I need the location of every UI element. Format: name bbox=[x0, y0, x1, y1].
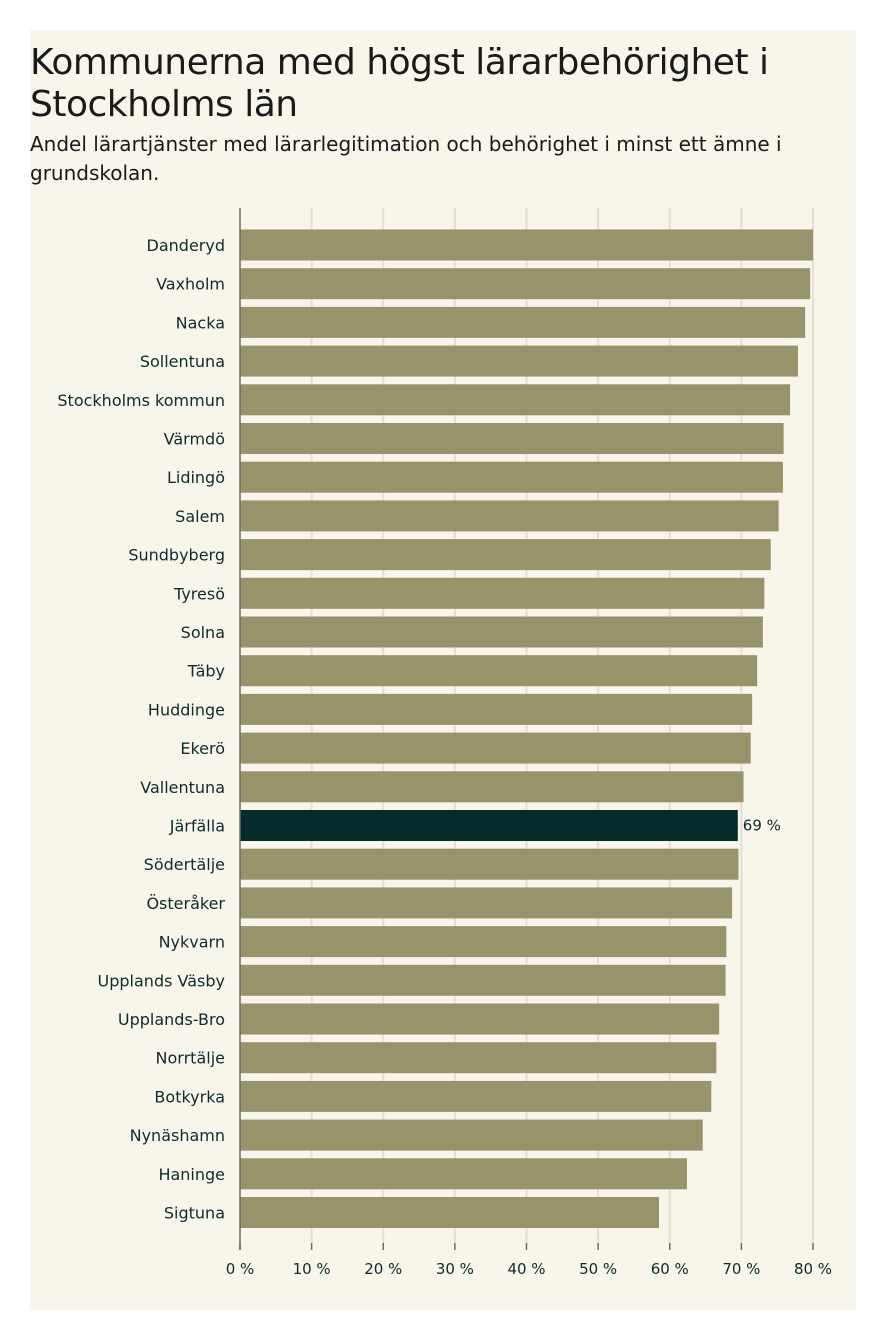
category-label: Upplands Väsby bbox=[98, 971, 225, 990]
category-label: Södertälje bbox=[144, 855, 225, 874]
bar bbox=[240, 616, 763, 648]
category-label: Ekerö bbox=[180, 739, 225, 758]
category-labels: Danderyd Vaxholm Nacka Sollentuna Stockholms… bbox=[57, 236, 781, 1223]
category-label: Tyresö bbox=[173, 584, 225, 603]
category-label: Solna bbox=[181, 623, 225, 642]
x-tick-label: 30 % bbox=[436, 1260, 474, 1278]
bar bbox=[240, 577, 765, 609]
bar bbox=[240, 926, 727, 958]
x-tick-label: 40 % bbox=[507, 1260, 545, 1278]
x-tick-label: 0 % bbox=[226, 1260, 255, 1278]
bar bbox=[240, 693, 753, 725]
category-label: Botkyrka bbox=[154, 1087, 225, 1106]
bar bbox=[240, 732, 751, 764]
chart-title: Kommunerna med högst lärarbehörighet i S… bbox=[30, 42, 769, 125]
bar bbox=[240, 1158, 687, 1190]
category-label: Vallentuna bbox=[140, 778, 225, 797]
x-tick-label: 50 % bbox=[579, 1260, 617, 1278]
bar bbox=[240, 887, 733, 919]
category-label: Danderyd bbox=[147, 236, 225, 255]
category-label: Upplands-Bro bbox=[118, 1010, 225, 1029]
category-label: Nacka bbox=[176, 313, 225, 332]
x-axis: 0 % 10 % 20 % 30 % 40 % 50 % 60 % 70 % 80 % bbox=[226, 208, 832, 1278]
x-tick-label: 20 % bbox=[364, 1260, 402, 1278]
category-label: Norrtälje bbox=[156, 1049, 225, 1068]
bar bbox=[240, 1197, 660, 1228]
bar bbox=[240, 964, 726, 996]
category-label: Värmdö bbox=[164, 430, 225, 449]
bar bbox=[240, 384, 791, 416]
bar bbox=[240, 655, 758, 687]
bars bbox=[240, 229, 813, 1228]
category-label: Nynäshamn bbox=[130, 1126, 225, 1145]
category-label: Sollentuna bbox=[140, 352, 225, 371]
category-label: Järfälla bbox=[169, 817, 225, 836]
chart-subtitle: Andel lärartjänster med lärarlegitimatio… bbox=[30, 132, 782, 185]
category-label: Stockholms kommun bbox=[57, 391, 225, 410]
bar bbox=[240, 229, 813, 261]
bar bbox=[240, 306, 806, 338]
bar bbox=[240, 500, 779, 532]
category-label: Haninge bbox=[158, 1165, 225, 1184]
bar bbox=[240, 1042, 717, 1074]
bar bbox=[240, 1003, 720, 1035]
category-label: Vaxholm bbox=[156, 275, 225, 294]
category-label: Täby bbox=[187, 662, 225, 681]
bar bbox=[240, 539, 771, 571]
bar bbox=[240, 1080, 712, 1112]
x-tick-label: 70 % bbox=[722, 1260, 760, 1278]
bar bbox=[240, 848, 739, 880]
bar bbox=[240, 771, 744, 803]
bar bbox=[240, 1119, 703, 1151]
bar bbox=[240, 461, 783, 493]
value-label: 69 % bbox=[743, 817, 781, 835]
category-label: Sundbyberg bbox=[128, 546, 225, 565]
x-tick-label: 80 % bbox=[794, 1260, 832, 1278]
category-label: Salem bbox=[175, 507, 225, 526]
category-label: Huddinge bbox=[148, 700, 225, 719]
grid-lines bbox=[310, 208, 814, 1243]
category-label: Lidingö bbox=[167, 468, 225, 487]
category-label: Nykvarn bbox=[159, 933, 225, 952]
x-tick-label: 10 % bbox=[293, 1260, 331, 1278]
bar bbox=[240, 423, 784, 454]
bar bbox=[240, 268, 811, 300]
category-label: Sigtuna bbox=[164, 1204, 225, 1223]
x-tick-label: 60 % bbox=[651, 1260, 689, 1278]
bar-highlight bbox=[240, 810, 738, 841]
bar bbox=[240, 345, 798, 377]
category-label: Österåker bbox=[146, 894, 225, 913]
